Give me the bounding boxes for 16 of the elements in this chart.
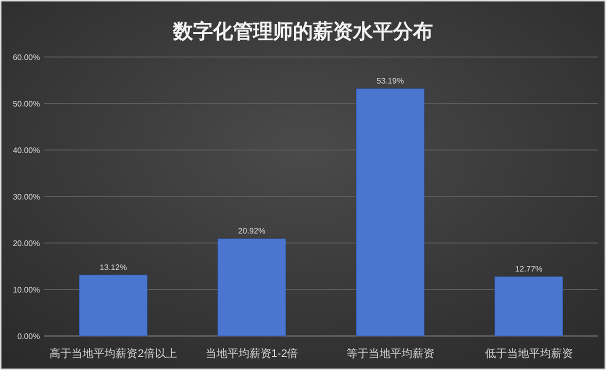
x-tick-label: 高于当地平均薪资2倍以上: [50, 347, 177, 360]
y-tick-label: 40.00%: [12, 146, 40, 155]
x-tick-label: 低于当地平均薪资: [484, 347, 573, 360]
y-tick-label: 60.00%: [12, 53, 40, 62]
data-label: 53.19%: [376, 76, 404, 86]
x-tick-label: 等于当地平均薪资: [346, 347, 434, 360]
y-tick-label: 20.00%: [12, 239, 40, 248]
y-tick-label: 10.00%: [12, 286, 40, 294]
x-tick-label: 当地平均薪资1-2倍: [205, 347, 298, 360]
y-tick-label: 50.00%: [12, 100, 40, 108]
title: 数字化管理师的薪资水平分布: [173, 21, 433, 43]
data-label: 13.12%: [100, 262, 127, 272]
data-label: 12.77%: [515, 264, 542, 274]
y-tick-label: 30.00%: [12, 192, 40, 202]
y-tick-label: 0.00%: [17, 332, 40, 341]
data-label: 20.92%: [238, 226, 266, 236]
